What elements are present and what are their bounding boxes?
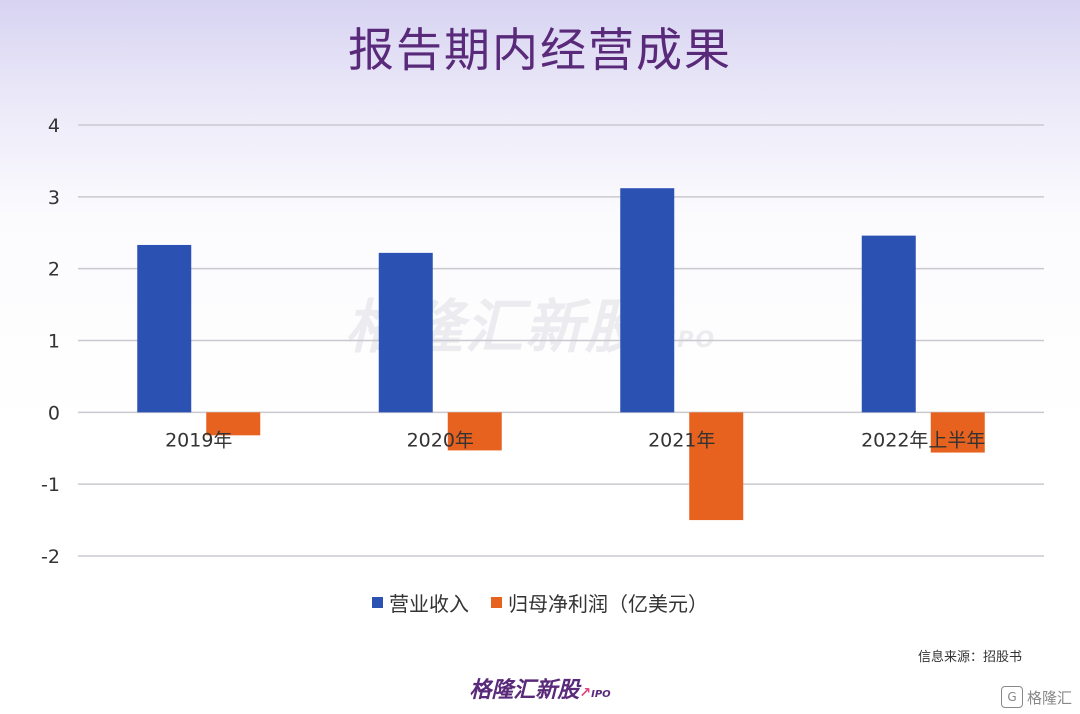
brand-sub: IPO	[591, 689, 611, 700]
y-tick-label: 0	[48, 402, 60, 424]
chart-title: 报告期内经营成果	[348, 23, 732, 77]
y-tick-label: -1	[41, 474, 60, 496]
legend-item-profit: 归母净利润（亿美元）	[491, 588, 708, 617]
legend-label-revenue: 营业收入	[389, 592, 469, 616]
bar-revenue	[378, 252, 433, 413]
y-tick-label: -2	[41, 546, 60, 568]
brand-arrow-icon: ↗	[579, 685, 592, 701]
y-tick-label: 3	[48, 187, 60, 209]
corner-logo-icon: G	[1000, 686, 1023, 708]
bar-profit	[689, 412, 744, 521]
x-tick-label: 2022年上半年	[861, 429, 985, 451]
y-tick-label: 2	[48, 259, 60, 281]
bar-revenue	[137, 244, 192, 413]
corner-watermark: G 格隆汇	[1000, 686, 1072, 708]
x-tick-label: 2021年	[648, 429, 715, 451]
y-tick-label: 1	[48, 331, 60, 353]
legend-swatch-revenue	[372, 597, 383, 608]
corner-text: 格隆汇	[1026, 688, 1072, 707]
brand-text: 格隆汇新股	[469, 678, 580, 703]
bar-profit	[206, 412, 261, 436]
legend: 营业收入 归母净利润（亿美元）	[0, 588, 1080, 617]
legend-label-profit: 归母净利润（亿美元）	[508, 592, 708, 616]
x-tick-label: 2019年	[165, 429, 232, 451]
bar-revenue	[620, 188, 675, 413]
bar-revenue	[861, 235, 916, 413]
source-note: 信息来源：招股书	[917, 650, 1022, 665]
y-tick-label: 4	[48, 115, 60, 137]
bar-profit	[930, 412, 985, 453]
x-tick-label: 2020年	[407, 429, 474, 451]
legend-swatch-profit	[491, 597, 502, 608]
bar-profit	[447, 412, 502, 451]
legend-item-revenue: 营业收入	[372, 588, 469, 617]
brand-logo: 格隆汇新股↗IPO	[0, 672, 1080, 704]
